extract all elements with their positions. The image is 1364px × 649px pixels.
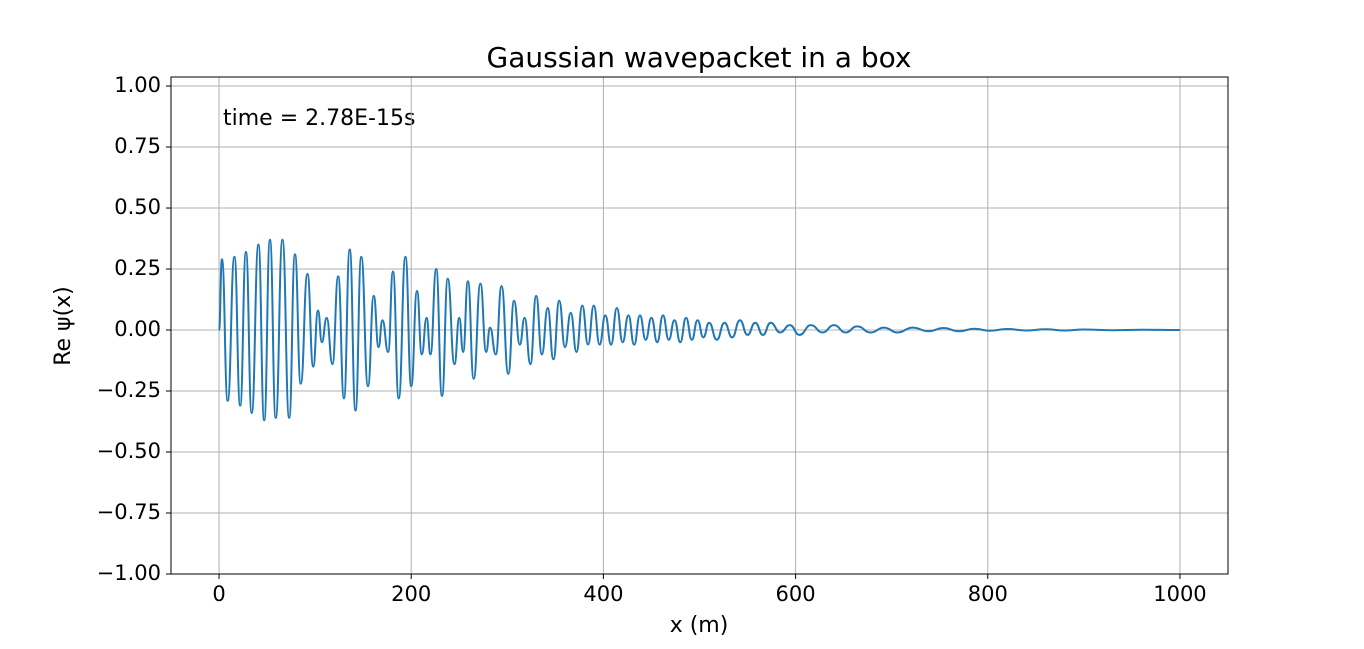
plot-frame bbox=[170, 76, 1229, 575]
y-tick-label: −0.75 bbox=[97, 500, 161, 524]
x-tick-label: 400 bbox=[583, 582, 623, 606]
x-tick-label: 600 bbox=[776, 582, 816, 606]
x-tick-label: 200 bbox=[391, 582, 431, 606]
x-axis-label: x (m) bbox=[670, 613, 729, 638]
x-tick-label: 0 bbox=[212, 582, 225, 606]
x-tick-label: 800 bbox=[968, 582, 1008, 606]
y-tick-label: 0.75 bbox=[114, 134, 161, 158]
chart-title: Gaussian wavepacket in a box bbox=[487, 41, 912, 74]
x-tick-label: 1000 bbox=[1153, 582, 1206, 606]
y-tick-label: 0.50 bbox=[114, 195, 161, 219]
y-tick-label: −0.50 bbox=[97, 439, 161, 463]
y-tick-label: 0.00 bbox=[114, 317, 161, 341]
y-axis-label: Re ψ(x) bbox=[51, 286, 76, 366]
y-tick-label: 1.00 bbox=[114, 73, 161, 97]
y-tick-label: −0.25 bbox=[97, 378, 161, 402]
y-tick-label: 0.25 bbox=[114, 256, 161, 280]
annotation: time = 2.78E-15s bbox=[223, 106, 415, 131]
data-line bbox=[218, 238, 1180, 422]
y-tick-label: −1.00 bbox=[97, 561, 161, 585]
